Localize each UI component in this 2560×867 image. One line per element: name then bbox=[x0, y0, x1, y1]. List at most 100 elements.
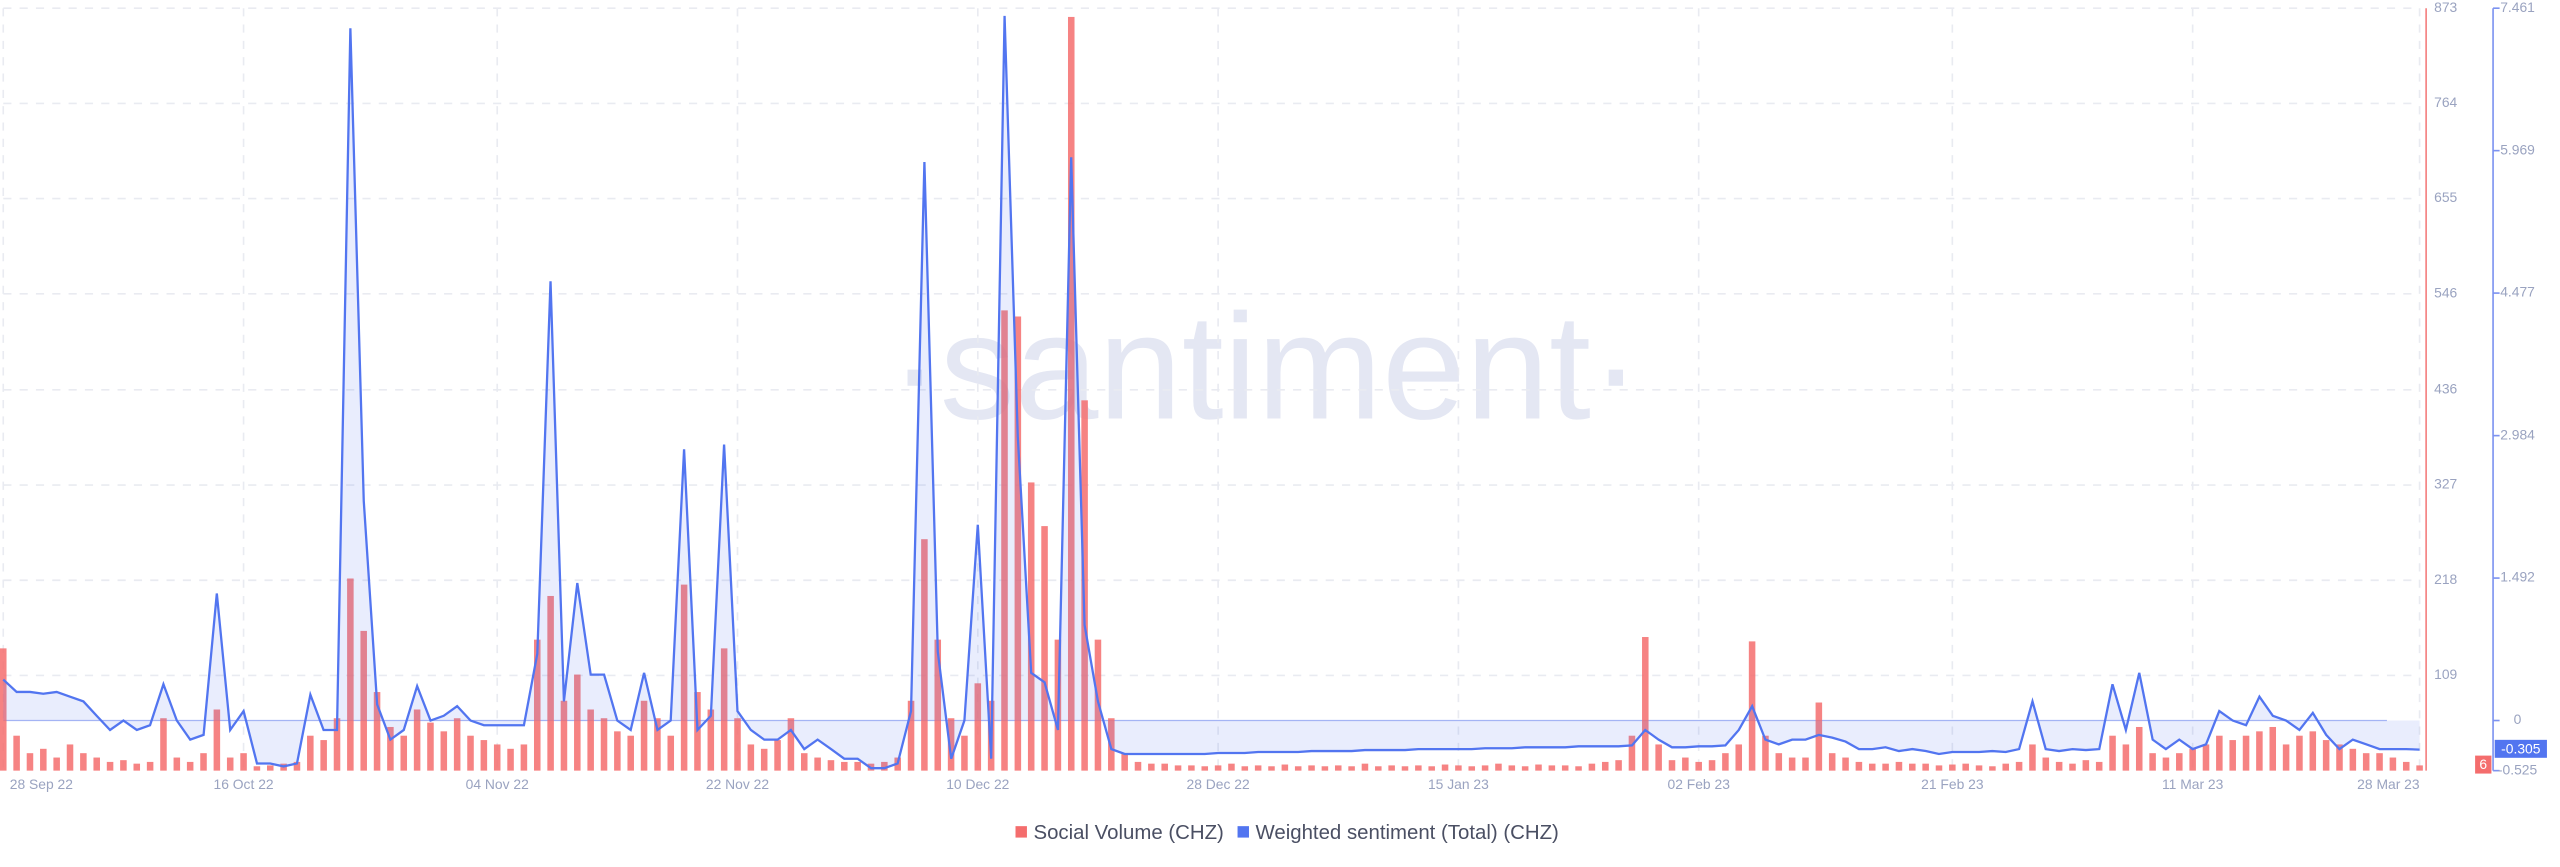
volume-bar bbox=[827, 760, 835, 771]
volume-bar bbox=[1628, 735, 1636, 771]
volume-bar bbox=[1067, 16, 1075, 771]
volume-bar bbox=[1655, 744, 1662, 771]
volume-bar bbox=[747, 744, 755, 771]
x-tick-label: 11 Mar 23 bbox=[2162, 776, 2224, 792]
volume-bar bbox=[1108, 718, 1115, 771]
volume-bar bbox=[66, 744, 74, 771]
volume-bar bbox=[1949, 764, 1956, 771]
volume-bar bbox=[907, 700, 915, 771]
volume-bar bbox=[2336, 744, 2343, 771]
x-tick-label: 10 Dec 22 bbox=[946, 776, 1009, 792]
volume-bar bbox=[1642, 637, 1649, 771]
volume-bar bbox=[1481, 765, 1489, 771]
x-tick-label: 28 Dec 22 bbox=[1187, 776, 1250, 792]
volume-bar bbox=[440, 731, 448, 771]
volume-bar bbox=[1775, 753, 1783, 771]
volume-bar bbox=[1174, 765, 1182, 771]
volume-bar bbox=[2095, 761, 2103, 771]
volume-bar bbox=[734, 718, 741, 771]
volume-bar bbox=[1415, 765, 1422, 771]
volume-bar bbox=[947, 718, 955, 771]
volume-bar bbox=[106, 761, 114, 771]
volume-bar bbox=[320, 740, 327, 771]
volume-bar bbox=[1228, 763, 1235, 771]
volume-bar bbox=[2055, 761, 2063, 771]
volume-bar bbox=[1882, 763, 1889, 771]
x-tick-label: 28 Mar 23 bbox=[2357, 776, 2420, 792]
volume-bar bbox=[547, 595, 554, 771]
volume-bar bbox=[120, 760, 127, 771]
volume-bar bbox=[627, 735, 634, 771]
volume-bar bbox=[1294, 766, 1302, 771]
volume-bar bbox=[2015, 761, 2023, 771]
volume-bar bbox=[1722, 753, 1729, 771]
volume-bar bbox=[1308, 765, 1315, 771]
volume-bar bbox=[2109, 735, 2116, 771]
volume-bar bbox=[373, 692, 381, 771]
volume-bar bbox=[854, 761, 861, 771]
volume-bar bbox=[200, 753, 207, 771]
volume-bar bbox=[1989, 766, 1996, 771]
volume-bar bbox=[2362, 753, 2370, 771]
volume-bar bbox=[293, 761, 301, 771]
volume-bar bbox=[1041, 526, 1048, 771]
volume-bar bbox=[453, 718, 461, 771]
volume-bar bbox=[413, 709, 421, 771]
volume-bar bbox=[53, 757, 60, 771]
x-tick-label: 02 Feb 23 bbox=[1667, 776, 1730, 792]
volume-bar bbox=[1254, 765, 1262, 771]
volume-bar bbox=[560, 700, 568, 771]
volume-bar bbox=[467, 735, 474, 771]
y2-tick-label: -0.525 bbox=[2498, 761, 2538, 777]
volume-bar bbox=[1027, 482, 1035, 771]
volume-bar bbox=[133, 763, 141, 771]
volume-bar bbox=[1148, 763, 1155, 771]
volume-bar bbox=[1695, 761, 1702, 771]
volume-bar bbox=[2082, 760, 2090, 771]
volume-bar bbox=[1601, 761, 1609, 771]
volume-bar bbox=[1535, 764, 1542, 771]
volume-bar bbox=[1828, 753, 1836, 771]
y-tick-label: 109 bbox=[2434, 666, 2457, 682]
x-tick-label: 15 Jan 23 bbox=[1428, 776, 1489, 792]
volume-bar bbox=[13, 735, 20, 771]
last-value-label: -0.305 bbox=[2501, 740, 2541, 756]
legend-label: Social Volume (CHZ) bbox=[1033, 822, 1223, 844]
volume-bar bbox=[934, 639, 942, 771]
volume-bar bbox=[1334, 765, 1342, 771]
volume-bar bbox=[1909, 763, 1916, 771]
volume-bar bbox=[1321, 766, 1329, 771]
volume-bar bbox=[160, 718, 167, 771]
volume-bar bbox=[507, 748, 514, 771]
y-tick-label: 873 bbox=[2434, 0, 2457, 15]
y2-tick-label: 1.492 bbox=[2500, 569, 2535, 585]
volume-bar bbox=[2349, 748, 2357, 771]
volume-bar bbox=[240, 753, 247, 771]
volume-bar bbox=[1241, 766, 1249, 771]
volume-bar bbox=[2122, 744, 2130, 771]
legend-swatch bbox=[1237, 826, 1249, 838]
volume-bar bbox=[667, 735, 675, 771]
volume-bar bbox=[400, 735, 408, 771]
volume-bar bbox=[493, 744, 501, 771]
volume-bar bbox=[1588, 763, 1596, 771]
volume-bar bbox=[1428, 766, 1435, 771]
volume-bar bbox=[800, 753, 808, 771]
volume-bar bbox=[1561, 765, 1569, 771]
volume-bar bbox=[1014, 316, 1022, 771]
volume-bar bbox=[2322, 740, 2330, 771]
volume-bar bbox=[1788, 757, 1796, 771]
last-value-label: 6 bbox=[2479, 756, 2487, 772]
volume-bar bbox=[1388, 765, 1395, 771]
volume-bar bbox=[2002, 763, 2010, 771]
volume-bar bbox=[213, 709, 221, 771]
volume-bar bbox=[2216, 735, 2223, 771]
volume-bar bbox=[333, 718, 341, 771]
volume-bar bbox=[1268, 766, 1275, 771]
volume-bar bbox=[226, 757, 234, 771]
volume-bar bbox=[253, 766, 261, 771]
legend-swatch bbox=[1015, 826, 1027, 838]
volume-bar bbox=[974, 683, 982, 771]
volume-bar bbox=[2282, 744, 2290, 771]
volume-bar bbox=[266, 765, 274, 771]
